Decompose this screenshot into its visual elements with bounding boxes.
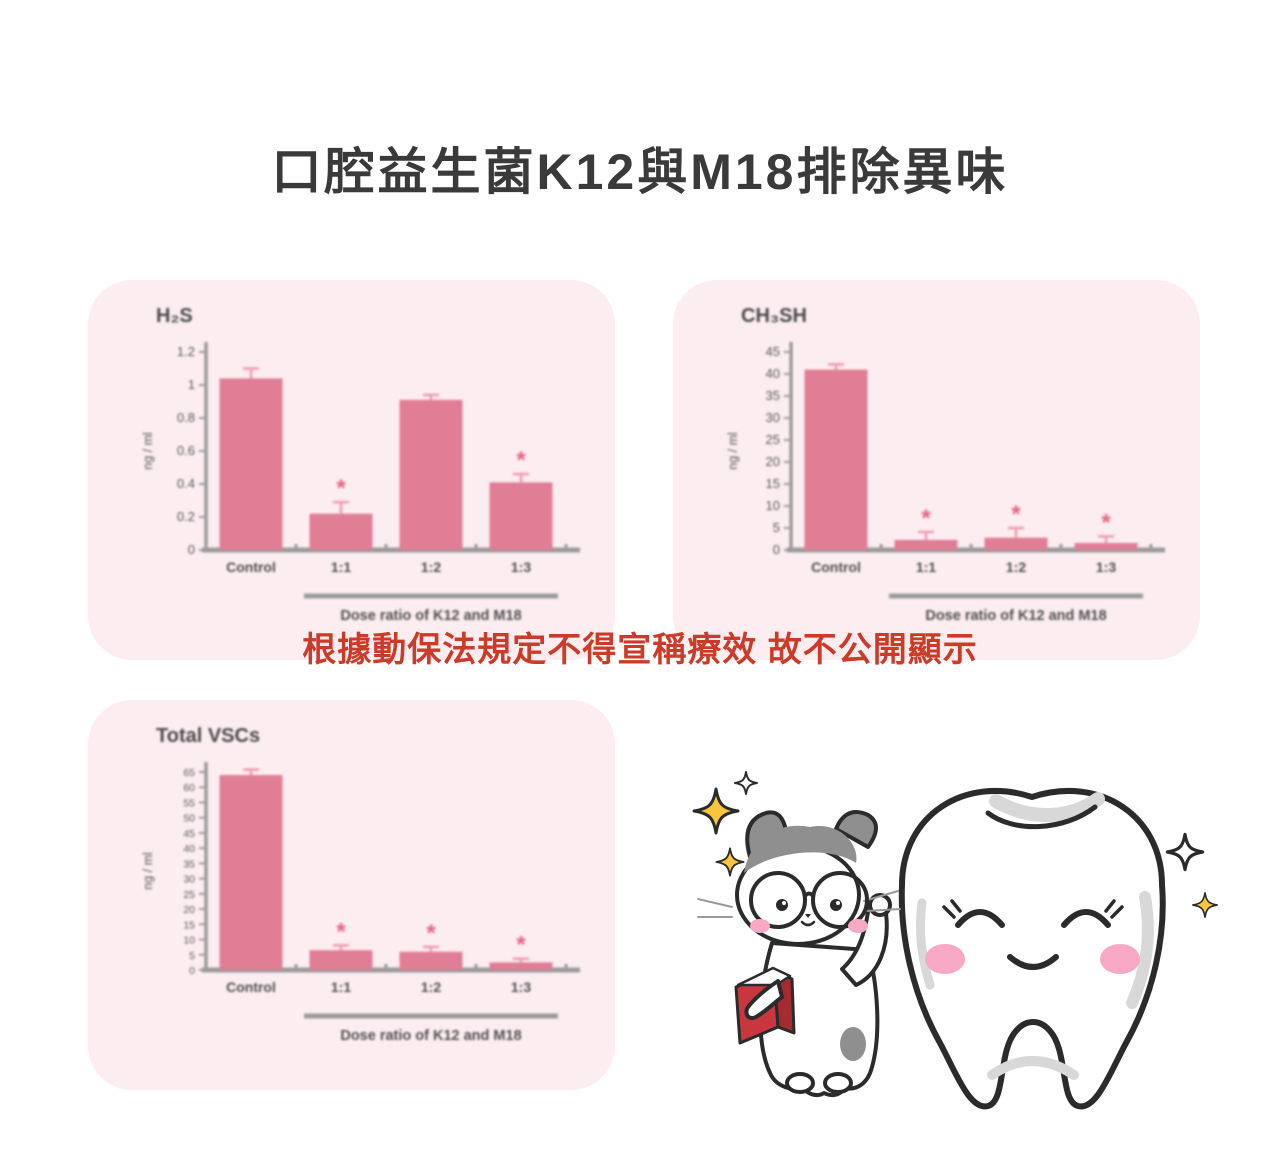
y-tick-label: 45 [766,344,780,359]
x-axis-label: Dose ratio of K12 and M18 [340,608,521,624]
tooth-face [925,899,1140,974]
sparkle-icon [692,787,740,835]
significance-marker: * [336,475,346,502]
sparkle-icon [715,847,745,877]
cat-illustration [697,810,901,1098]
h2s-bar-chart: 1.2 1 0.8 0.6 0.4 0.2 0 Control * 1:1 1:2 * 1:3 Dose … [141,305,580,624]
bar-1:3 [1074,542,1138,550]
y-tick-label: 0.4 [177,476,195,491]
page-title: 口腔益生菌K12與M18排除異味 [271,144,1009,200]
x-tick-label: 1:2 [421,559,441,575]
bar-1:3 [489,482,553,550]
significance-marker: * [336,918,346,945]
y-axis-label: ng / ml [726,432,740,470]
y-axis-label: ng / ml [141,432,155,470]
bar-Control [804,369,868,550]
y-tick-label: 15 [183,919,195,931]
y-tick-label: 40 [183,843,195,855]
y-tick-label: 5 [773,520,780,535]
y-tick-label: 35 [766,388,780,403]
y-tick-label: 0.2 [177,509,195,524]
sparkle-icon [1192,892,1218,918]
y-axis-label: ng / ml [141,852,155,890]
bar-Control [219,378,283,550]
y-tick-label: 65 [183,767,195,779]
chart-title: H₂S [156,305,193,327]
y-tick-label: 1.2 [177,344,195,359]
y-tick-label: 10 [766,498,780,513]
y-tick-label: 25 [183,889,195,901]
x-tick-label: 1:1 [331,979,351,995]
x-tick-label: 1:1 [916,559,936,575]
bar-1:1 [309,950,373,970]
illustration [640,745,1240,1130]
bar-1:2 [399,399,463,550]
y-tick-label: 0 [773,542,780,557]
y-tick-label: 0.6 [177,443,195,458]
x-tick-label: 1:3 [511,559,531,575]
bar-1:3 [489,962,553,970]
sparkle-icon [1165,832,1205,872]
tooth-illustration [898,787,1166,1110]
chart-title: CH₃SH [741,305,807,327]
y-tick-label: 60 [183,782,195,794]
y-tick-label: 50 [183,813,195,825]
x-tick-label: 1:2 [421,979,441,995]
bar-1:2 [984,537,1048,550]
y-tick-label: 0.8 [177,410,195,425]
y-tick-label: 0 [188,542,195,557]
significance-marker: * [1011,501,1021,528]
bar-1:1 [894,539,958,550]
y-tick-label: 1 [188,377,195,392]
chart-card-ch3sh: 45 40 35 30 25 20 15 10 5 0 Control * 1:1 * 1:2 * 1:3 Dos… [673,280,1200,660]
y-tick-label: 15 [766,476,780,491]
bar-1:2 [399,951,463,970]
x-axis-label: Dose ratio of K12 and M18 [340,1028,521,1044]
x-tick-label: 1:2 [1006,559,1026,575]
y-tick-label: 20 [766,454,780,469]
ch3sh-bar-chart: 45 40 35 30 25 20 15 10 5 0 Control * 1:1 * 1:2 * 1:3 Dos… [726,305,1165,624]
y-tick-label: 45 [183,828,195,840]
y-tick-label: 10 [183,935,195,947]
significance-marker: * [516,447,526,474]
x-tick-label: Control [226,979,276,995]
x-tick-label: 1:3 [511,979,531,995]
x-axis-label: Dose ratio of K12 and M18 [925,608,1106,624]
y-tick-label: 30 [766,410,780,425]
y-tick-label: 30 [183,874,195,886]
x-tick-label: Control [226,559,276,575]
bar-Control [219,775,283,970]
y-tick-label: 35 [183,858,195,870]
significance-marker: * [516,932,526,959]
chart-card-total-vscs: 65 60 55 50 45 40 35 30 25 20 15 10 5 0 Control * 1:1 * 1:… [88,700,615,1090]
disclaimer-text: 根據動保法規定不得宣稱療效 故不公開顯示 [302,631,978,669]
y-tick-label: 5 [189,950,195,962]
sparkle-icon [734,771,758,795]
bar-1:1 [309,513,373,550]
x-tick-label: 1:1 [331,559,351,575]
significance-marker: * [1101,509,1111,536]
x-tick-label: 1:3 [1096,559,1116,575]
y-tick-label: 25 [766,432,780,447]
chart-card-h2s: 1.2 1 0.8 0.6 0.4 0.2 0 Control * 1:1 1:2 * 1:3 Dose … [88,280,615,660]
significance-marker: * [921,505,931,532]
total-vscs-bar-chart: 65605550454035302520151050Control*1:1*1:… [141,725,580,1044]
y-tick-label: 0 [189,965,195,977]
y-tick-label: 40 [766,366,780,381]
cat-and-tooth-graphic [692,771,1218,1110]
y-tick-label: 55 [183,797,195,809]
significance-marker: * [426,920,436,947]
x-tick-label: Control [811,559,861,575]
chart-title: Total VSCs [156,725,260,747]
y-tick-label: 20 [183,904,195,916]
